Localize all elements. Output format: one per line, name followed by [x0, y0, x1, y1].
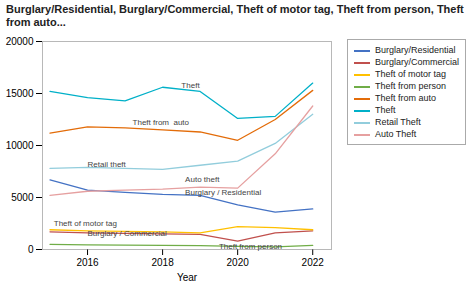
svg-text:Theft from person: Theft from person — [219, 242, 282, 251]
svg-text:Theft from auto: Theft from auto — [133, 118, 190, 127]
html-text:Burglary/Residential, Burglary: Burglary/Residential, Burglary/Commercia… — [6, 3, 464, 28]
html-text:Theft from auto: Theft from auto — [375, 93, 436, 103]
svg-text:15000: 15000 — [6, 88, 34, 99]
svg-text:Year: Year — [177, 272, 198, 283]
svg-text:Burglary / Commercial: Burglary / Commercial — [88, 229, 167, 238]
html-text:Theft of motor tag: Theft of motor tag — [375, 69, 446, 79]
html-text:Theft: Theft — [375, 105, 396, 115]
svg-text:10000: 10000 — [6, 140, 34, 151]
svg-text:Burglary / Residential: Burglary / Residential — [185, 188, 261, 197]
svg-text:Retail theft: Retail theft — [88, 160, 127, 169]
svg-text:2018: 2018 — [151, 257, 174, 268]
svg-text:20000: 20000 — [6, 36, 34, 47]
svg-text:Auto theft: Auto theft — [185, 175, 220, 184]
svg-text:5000: 5000 — [11, 192, 34, 203]
svg-text:Theft: Theft — [181, 81, 200, 90]
html-text:Burglary/Commercial: Burglary/Commercial — [375, 57, 459, 67]
svg-text:2022: 2022 — [302, 257, 325, 268]
svg-text:0: 0 — [28, 244, 34, 255]
svg-text:2016: 2016 — [76, 257, 99, 268]
svg-text:Theft of motor tag: Theft of motor tag — [54, 219, 117, 228]
html-text:Retail Theft: Retail Theft — [375, 117, 421, 127]
html-text:Theft from person: Theft from person — [375, 81, 446, 91]
html-text:Auto Theft: Auto Theft — [375, 129, 417, 139]
svg-text:2020: 2020 — [227, 257, 250, 268]
html-text:Burglary/Residential: Burglary/Residential — [375, 45, 456, 55]
